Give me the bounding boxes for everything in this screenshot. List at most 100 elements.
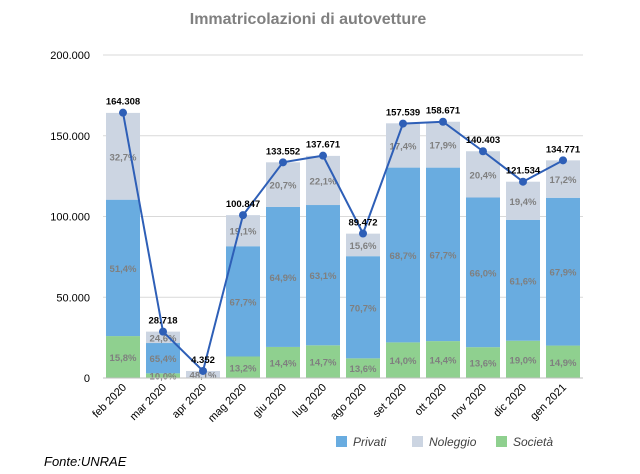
total-point [479, 147, 487, 156]
total-point [559, 156, 567, 165]
bar-segment [146, 343, 180, 374]
total-label: 100.847 [226, 199, 260, 210]
y-tick-label: 0 [84, 373, 90, 385]
segment-label: 15,8% [110, 353, 137, 364]
y-tick-label: 200.000 [50, 50, 90, 62]
segment-label: 68,7% [390, 251, 417, 262]
segment-label: 14,4% [430, 356, 457, 367]
total-point [119, 108, 127, 117]
bar-segment [506, 181, 540, 220]
total-label: 140.403 [466, 135, 500, 146]
bars [106, 112, 580, 378]
total-line [119, 108, 567, 375]
segment-label: 10,0% [150, 372, 177, 383]
bar-segment [346, 358, 380, 378]
bar-segment [106, 336, 140, 378]
grid [103, 54, 583, 298]
segment-label: 14,0% [390, 356, 417, 367]
total-point [519, 177, 527, 186]
segment-label: 67,9% [550, 268, 577, 279]
x-tick-label: ago 2020 [328, 382, 369, 423]
total-label: 121.534 [506, 166, 541, 177]
total-label: 134.771 [546, 144, 581, 155]
segment-label: 13,2% [230, 363, 257, 374]
segment-label: 48,1% [190, 370, 217, 381]
bar-segment [306, 155, 340, 206]
chart-title: Immatricolazioni di autovetture [190, 11, 427, 28]
x-tick-label: mag 2020 [206, 382, 249, 425]
segment-label: 65,4% [150, 354, 177, 365]
segment-label: 20,4% [470, 170, 497, 181]
segment-label: 19,1% [230, 227, 257, 238]
segment-label: 17,9% [430, 141, 457, 152]
x-tick-label: apr 2020 [170, 382, 209, 421]
y-tick-label: 50.000 [56, 292, 90, 304]
bar-segment [146, 331, 180, 344]
bar-segment [226, 356, 260, 378]
bar-segment [466, 347, 500, 378]
total-point [359, 229, 367, 238]
bar-segment [346, 256, 380, 359]
bar-segment [346, 233, 380, 257]
x-tick-label: feb 2020 [90, 382, 129, 421]
segment-label: 61,6% [510, 276, 537, 287]
x-tick-label: nov 2020 [449, 382, 489, 422]
segment-label: 67,7% [230, 297, 257, 308]
total-point [319, 151, 327, 160]
x-tick-label: gen 2021 [528, 382, 569, 423]
x-tick-label: giu 2020 [251, 382, 289, 420]
total-label: 137.671 [306, 140, 341, 151]
segment-label: 20,7% [270, 181, 297, 192]
bar-segment [106, 112, 140, 200]
total-point [439, 117, 447, 126]
total-point [159, 327, 167, 336]
legend-label: Società [513, 435, 553, 449]
legend-swatch [336, 436, 347, 447]
total-label: 28.718 [148, 316, 177, 327]
bar-segment [386, 167, 420, 343]
legend-label: Noleggio [429, 435, 477, 449]
legend: Privati Noleggio Società [336, 435, 553, 449]
bar-segment [546, 197, 580, 346]
segment-label: 15,6% [350, 241, 377, 252]
legend-label: Privati [353, 435, 387, 449]
segment-label: 19,4% [510, 197, 537, 208]
bar-segment [266, 346, 300, 378]
total-label: 158.671 [426, 106, 461, 117]
bar-segment [106, 199, 140, 337]
legend-swatch [496, 436, 507, 447]
y-tick-label: 150.000 [50, 131, 90, 143]
bar-segment [546, 345, 580, 378]
total-label: 133.552 [266, 146, 300, 157]
segment-labels: 15,8% 51,4% 32,7% 10,0% 65,4% 24,6% 48,1% 13,2%… [110, 141, 577, 383]
bar-segment [506, 219, 540, 341]
segment-label: 14,4% [270, 358, 297, 369]
total-label: 164.308 [106, 97, 140, 108]
y-tick-label: 100.000 [50, 212, 90, 224]
bar-segment [306, 205, 340, 346]
x-tick-label: lug 2020 [291, 382, 329, 420]
bar-segment [226, 215, 260, 247]
segment-label: 17,2% [550, 175, 577, 186]
bar-segment [466, 197, 500, 348]
segment-label: 32,7% [110, 152, 137, 163]
total-point [279, 158, 287, 167]
total-point [399, 119, 407, 128]
legend-swatch [412, 436, 423, 447]
segment-label: 63,1% [310, 271, 337, 282]
total-point [239, 211, 247, 220]
x-tick-label: set 2020 [371, 382, 409, 420]
x-tick-label: mar 2020 [128, 382, 169, 423]
segment-label: 24,6% [150, 333, 177, 344]
x-tick-label: ott 2020 [413, 382, 450, 419]
bar-segment [426, 341, 460, 378]
total-line-path [122, 112, 564, 373]
segment-label: 14,9% [550, 358, 577, 369]
bar-segment [266, 162, 300, 207]
segment-label: 67,7% [430, 250, 457, 261]
total-label: 4.352 [191, 355, 215, 366]
segment-label: 17,4% [390, 141, 417, 152]
bar-segment [426, 167, 460, 342]
segment-label: 64,9% [270, 273, 297, 284]
